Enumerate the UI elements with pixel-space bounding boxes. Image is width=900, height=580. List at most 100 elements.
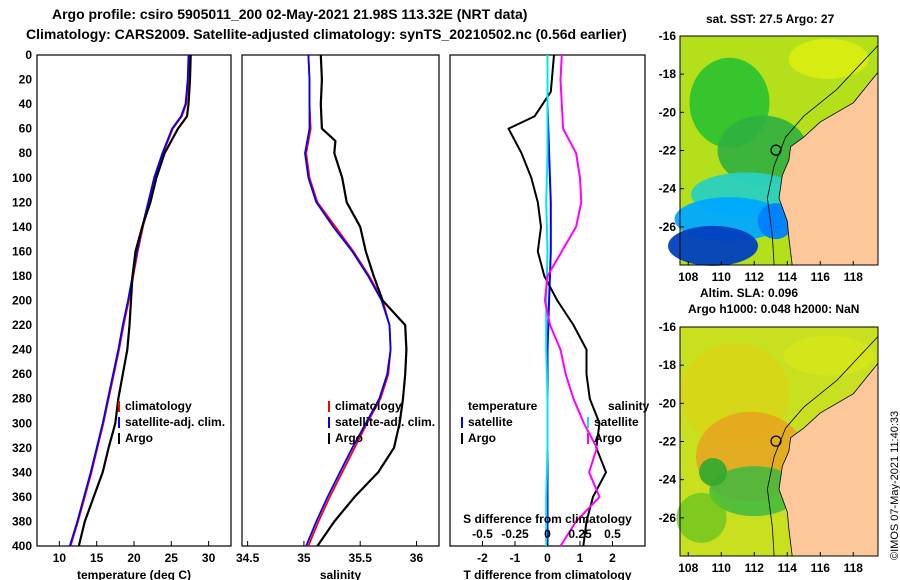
sst-map-y-tick-label: -20 [659, 105, 677, 119]
difference-salinity-legend-label: Argo [594, 431, 622, 445]
difference-x-tick-label: -2 [477, 551, 488, 565]
sst-map-y-tick-label: -24 [659, 182, 677, 196]
difference-s-tick-label: 0.25 [568, 527, 592, 541]
salinity-frame [241, 54, 440, 547]
sla-map-x-tick-label: 110 [712, 561, 732, 575]
depth-tick-label: 320 [12, 441, 32, 455]
sla-map-y-tick-label: -24 [659, 473, 677, 487]
temperature-x-label: temperature (deg C) [77, 568, 191, 580]
difference-s-tick-label: 0 [544, 527, 551, 541]
sst-map-y-tick-label: -18 [659, 67, 677, 81]
temperature-line-satelliteadjclim [68, 54, 190, 547]
temperature-line-Argo [77, 54, 192, 547]
difference-line-s-argo [543, 54, 601, 547]
difference-temperature-legend-label: Argo [468, 431, 496, 445]
sla-map-x-tick-label: 116 [811, 561, 831, 575]
sst-map-bathymetry-contour [766, 45, 879, 266]
sla-map-bathymetry-contour [766, 336, 879, 557]
difference-s-tick-label: -0.5 [472, 527, 493, 541]
sla-map-x-tick-label: 118 [844, 561, 864, 575]
sst-map-x-tick-label: 118 [844, 270, 864, 284]
sst-map-field-patch [717, 115, 808, 186]
sst-map-field-patch [788, 38, 869, 79]
depth-tick-label: 20 [19, 73, 33, 87]
salinity-x-tick-label: 35.5 [349, 551, 373, 565]
depth-tick-label: 380 [12, 514, 32, 528]
temperature-x-tick-label: 15 [90, 551, 104, 565]
sla-map-y-tick-label: -22 [659, 435, 677, 449]
sst-map-argo-marker [770, 144, 782, 156]
difference-s-tick-label: -0.25 [501, 527, 529, 541]
sla-map-argo-marker [770, 435, 782, 447]
difference-x-tick-label: 2 [609, 551, 616, 565]
sla-map-title-1: Altim. SLA: 0.096 [700, 286, 799, 300]
depth-tick-label: 360 [12, 490, 32, 504]
sla-map-x-tick-label: 108 [678, 561, 698, 575]
sla-map-y-tick-label: -26 [659, 511, 677, 525]
depth-tick-label: 200 [12, 294, 32, 308]
salinity-x-tick-label: 35 [297, 551, 311, 565]
depth-tick-label: 340 [12, 465, 32, 479]
sst-map-x-tick-label: 110 [712, 270, 732, 284]
sst-map-x-tick-label: 114 [778, 270, 798, 284]
temperature-x-tick-label: 30 [202, 551, 216, 565]
sla-map-group: -16 -18 -20 -22 -24 -26 108 110 112 114 116 118 [659, 320, 879, 575]
sst-map-y-tick-label: -16 [659, 29, 677, 43]
depth-tick-label: 120 [12, 195, 32, 209]
sla-map-field-patch [699, 458, 727, 487]
sst-map-x-tick-label: 112 [745, 270, 765, 284]
difference-line-s-satellite [545, 55, 549, 546]
depth-tick-label: 160 [12, 244, 32, 258]
difference-x-tick-label: 1 [577, 551, 584, 565]
sla-map-y-tick-label: -16 [659, 320, 677, 334]
salinity-x-tick-label: 34.5 [236, 551, 260, 565]
difference-temperature-legend-label: satellite [468, 415, 513, 429]
depth-tick-label: 300 [12, 416, 32, 430]
difference-s-axis-label: S difference from climatology [463, 512, 632, 526]
depth-tick-label: 280 [12, 392, 32, 406]
sla-map-field-patch [709, 466, 800, 517]
salinity-legend-label: satellite-adj. clim. [335, 415, 435, 429]
sla-map-field-patch [676, 492, 727, 543]
sla-map-x-tick-label: 112 [745, 561, 765, 575]
sla-map-y-tick-label: -18 [659, 358, 677, 372]
difference-salinity-legend-label: satellite [594, 415, 639, 429]
difference-x-tick-label: 0 [544, 551, 551, 565]
depth-tick-label: 240 [12, 343, 32, 357]
salinity-line-Argo [316, 54, 408, 547]
sst-map-field-patch [668, 225, 758, 266]
sla-map-y-tick-label: -20 [659, 396, 677, 410]
salinity-x-label: salinity [320, 568, 362, 580]
depth-tick-label: 220 [12, 318, 32, 332]
sst-map-y-tick-label: -26 [659, 220, 677, 234]
temperature-frame [36, 54, 232, 547]
title-line-2: Climatology: CARS2009. Satellite-adjuste… [26, 26, 627, 42]
depth-tick-label: 100 [12, 171, 32, 185]
temperature-x-tick-label: 25 [165, 551, 179, 565]
difference-x-label: T difference from climatology [463, 568, 631, 580]
depth-tick-label: 0 [25, 48, 32, 62]
difference-x-tick-label: -1 [510, 551, 521, 565]
depth-tick-label: 80 [19, 146, 33, 160]
difference-s-tick-label: 0.5 [604, 527, 621, 541]
sla-map-x-tick-label: 114 [778, 561, 798, 575]
temperature-legend-label: satellite-adj. clim. [125, 415, 225, 429]
salinity-legend-label: Argo [335, 431, 363, 445]
sst-map-title: sat. SST: 27.5 Argo: 27 [706, 12, 835, 26]
depth-tick-label: 60 [19, 122, 33, 136]
difference-line-t-argo [507, 54, 607, 547]
title-line-1: Argo profile: csiro 5905011_200 02-May-2… [52, 6, 528, 22]
sst-map-group: -16 -18 -20 -22 -24 -26 108 110 112 114 116 118 [659, 29, 879, 284]
salinity-x-tick-label: 36 [410, 551, 424, 565]
temperature-legend-label: Argo [125, 431, 153, 445]
sla-map-title-2: Argo h1000: 0.048 h2000: NaN [688, 302, 860, 316]
depth-tick-label: 40 [19, 97, 33, 111]
depth-tick-label: 140 [12, 220, 32, 234]
sst-map-x-tick-label: 116 [811, 270, 831, 284]
depth-tick-label: 260 [12, 367, 32, 381]
depth-tick-label: 400 [12, 539, 32, 553]
temperature-x-tick-label: 10 [53, 551, 67, 565]
depth-tick-label: 180 [12, 269, 32, 283]
